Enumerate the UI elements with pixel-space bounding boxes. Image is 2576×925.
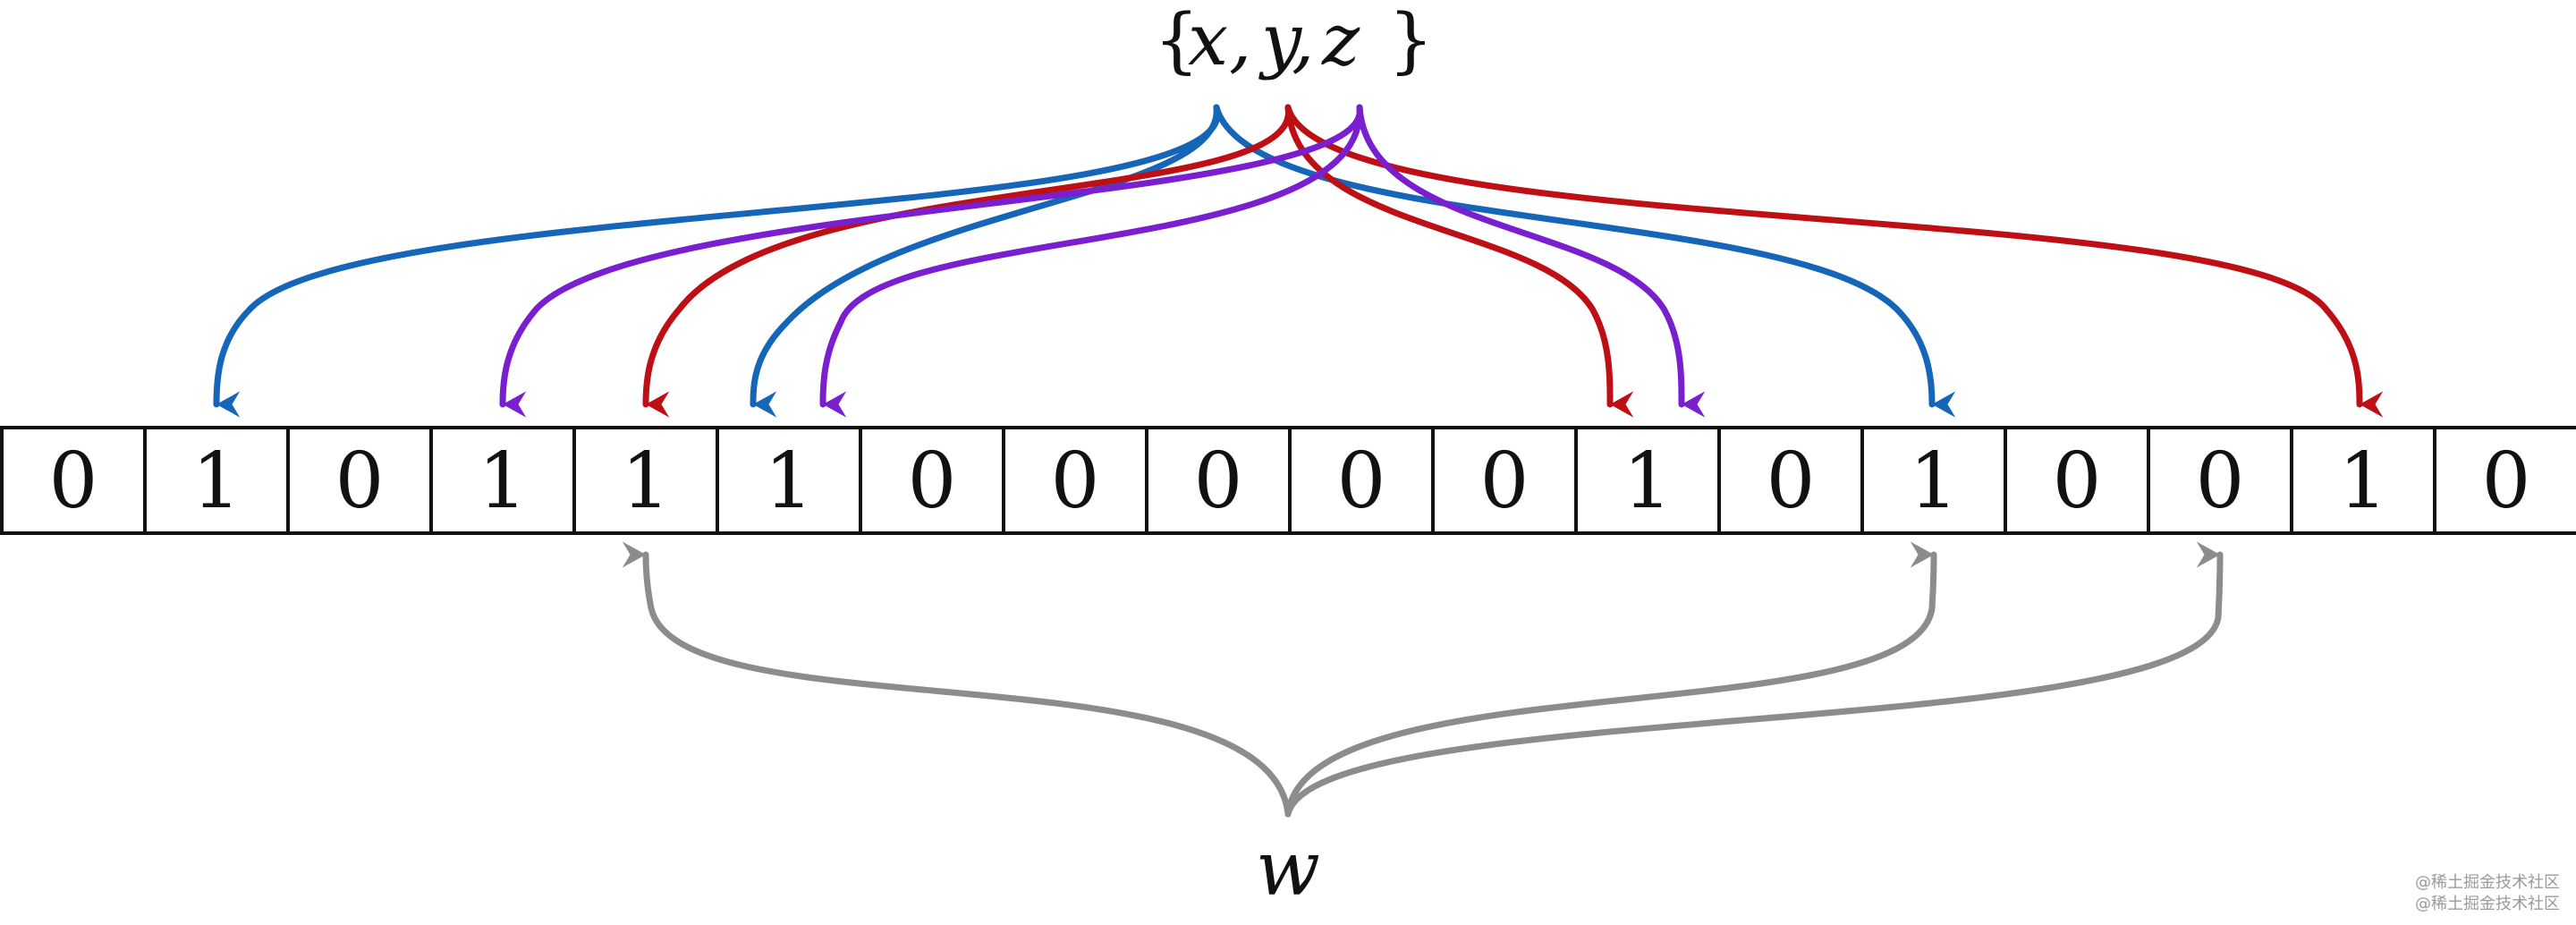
bit-value: 0 bbox=[1051, 437, 1100, 526]
bit-value: 1 bbox=[2339, 437, 2388, 526]
arrow-y-to-bit-4 bbox=[642, 104, 1292, 418]
arrow-w-to-bit-4 bbox=[622, 541, 1292, 818]
bit-cell-box bbox=[2147, 426, 2293, 535]
bit-value: 0 bbox=[2482, 437, 2531, 526]
bit-cell-14: 0 bbox=[2004, 426, 2150, 535]
bit-cell-13: 1 bbox=[1860, 426, 2007, 535]
set-comma-2: , bbox=[1292, 0, 1314, 81]
bit-cell-box bbox=[859, 426, 1005, 535]
bit-cell-0: 0 bbox=[0, 426, 147, 535]
arrows-z bbox=[499, 104, 1706, 418]
bit-cell-box bbox=[2290, 426, 2436, 535]
bit-cell-box bbox=[143, 426, 290, 535]
element-x-label: x bbox=[1188, 0, 1228, 81]
bit-cell-17: 0 bbox=[2433, 426, 2576, 535]
query-element-w-label: w bbox=[1256, 825, 1320, 912]
bit-array: 0 1 0 1 1 1 0 0 0 0 0 1 0 1 0 0 1 0 bbox=[0, 426, 2576, 535]
bit-cell-box bbox=[1860, 426, 2007, 535]
bit-value: 0 bbox=[1194, 437, 1243, 526]
bit-value: 0 bbox=[1337, 437, 1386, 526]
arrow-z-to-bit-11 bbox=[1356, 104, 1706, 418]
bit-cell-box bbox=[1145, 426, 1292, 535]
bit-value: 1 bbox=[622, 437, 671, 526]
arrow-w-to-bit-15 bbox=[1284, 541, 2224, 818]
arrows-w bbox=[622, 541, 2224, 818]
bit-cell-box bbox=[716, 426, 862, 535]
watermark-line-1: @稀土掘金技术社区 bbox=[2415, 873, 2560, 892]
bit-cell-6: 0 bbox=[859, 426, 1005, 535]
arrow-y-to-bit-16 bbox=[1284, 104, 2384, 418]
bit-value: 0 bbox=[2053, 437, 2102, 526]
bit-cell-7: 0 bbox=[1002, 426, 1148, 535]
bit-cell-3: 1 bbox=[429, 426, 576, 535]
bit-cell-box bbox=[572, 426, 719, 535]
set-close-brace: } bbox=[1388, 0, 1434, 81]
arrow-y-to-bit-11 bbox=[1284, 104, 1634, 418]
bit-value: 1 bbox=[1910, 437, 1959, 526]
bit-cell-15: 0 bbox=[2147, 426, 2293, 535]
bit-cell-4: 1 bbox=[572, 426, 719, 535]
arrows-x bbox=[213, 104, 1956, 418]
bit-cell-box bbox=[1431, 426, 1578, 535]
arrow-x-to-bit-13 bbox=[1213, 104, 1956, 418]
bit-value: 1 bbox=[192, 437, 242, 526]
set-open-brace: { bbox=[1154, 0, 1199, 81]
bit-cell-8: 0 bbox=[1145, 426, 1292, 535]
arrow-w-to-bit-13 bbox=[1284, 541, 1937, 818]
bit-cell-12: 0 bbox=[1717, 426, 1864, 535]
arrow-z-to-bit-5 bbox=[819, 104, 1363, 418]
arrows-y bbox=[642, 104, 2384, 418]
watermark-line-2: @稀土掘金技术社区 bbox=[2415, 895, 2560, 913]
bit-cell-box bbox=[2433, 426, 2576, 535]
bit-cell-box bbox=[2004, 426, 2150, 535]
bit-cell-box bbox=[429, 426, 576, 535]
element-set-label: { x , y , z } bbox=[1154, 0, 1434, 81]
bit-cell-9: 0 bbox=[1288, 426, 1435, 535]
bit-value: 1 bbox=[1623, 437, 1673, 526]
bit-cell-10: 0 bbox=[1431, 426, 1578, 535]
set-comma-1: , bbox=[1229, 0, 1251, 81]
bit-cell-16: 1 bbox=[2290, 426, 2436, 535]
bit-value: 1 bbox=[765, 437, 814, 526]
arrow-x-to-bit-1 bbox=[213, 104, 1221, 418]
bit-cell-1: 1 bbox=[143, 426, 290, 535]
bit-value: 0 bbox=[335, 437, 385, 526]
bit-value: 0 bbox=[49, 437, 98, 526]
bit-cell-5: 1 bbox=[716, 426, 862, 535]
bit-cell-box bbox=[1717, 426, 1864, 535]
bit-cell-11: 1 bbox=[1574, 426, 1721, 535]
bit-value: 0 bbox=[908, 437, 957, 526]
bit-value: 0 bbox=[1480, 437, 1530, 526]
element-z-label: z bbox=[1321, 0, 1360, 81]
bit-value: 1 bbox=[479, 437, 528, 526]
arrow-x-to-bit-5 bbox=[750, 104, 1220, 418]
bit-value: 0 bbox=[1767, 437, 1816, 526]
arrow-z-to-bit-3 bbox=[499, 104, 1363, 418]
bit-cell-box bbox=[1002, 426, 1148, 535]
bit-value: 0 bbox=[2196, 437, 2245, 526]
bit-cell-2: 0 bbox=[286, 426, 433, 535]
element-y-label: y bbox=[1258, 0, 1303, 81]
bit-cell-box bbox=[286, 426, 433, 535]
bit-cell-box bbox=[1288, 426, 1435, 535]
